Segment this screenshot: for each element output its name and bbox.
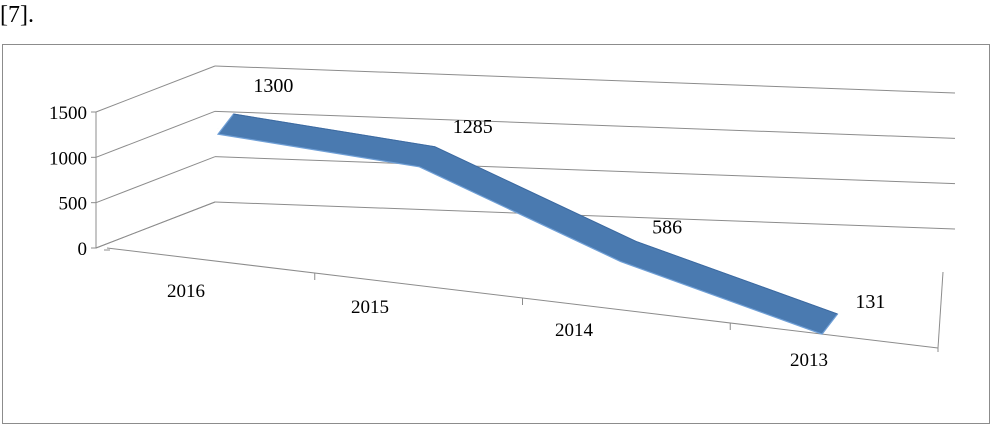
gridline bbox=[214, 65, 956, 94]
y-tick-label: 500 bbox=[59, 194, 88, 215]
y-tick-label: 1000 bbox=[49, 148, 87, 169]
x-tick-label: 2013 bbox=[790, 350, 828, 371]
gridline-side bbox=[95, 156, 216, 204]
floor-left-edge bbox=[95, 201, 216, 249]
x-tick-label: 2015 bbox=[351, 297, 389, 318]
data-labels: 1300 1285 586 131 bbox=[253, 75, 885, 313]
data-ribbon bbox=[216, 113, 839, 335]
series-ribbon bbox=[216, 113, 839, 335]
axes bbox=[91, 111, 944, 352]
y-tick-label: 1500 bbox=[49, 103, 87, 124]
y-tick-labels: 0 500 1000 1500 bbox=[49, 103, 87, 260]
gridline bbox=[214, 110, 956, 139]
gridline bbox=[214, 201, 956, 230]
reference-text: [7]. bbox=[0, 2, 34, 28]
gridline-side bbox=[95, 110, 216, 158]
gridlines bbox=[95, 65, 956, 249]
x-tick-label: 2016 bbox=[167, 281, 205, 302]
data-label: 131 bbox=[855, 291, 885, 313]
x-tick-label: 2014 bbox=[555, 320, 594, 341]
floor-right-edge bbox=[937, 271, 944, 349]
data-label: 1285 bbox=[453, 116, 493, 138]
x-tick-labels: 2016 2015 2014 2013 bbox=[167, 281, 828, 371]
chart-frame bbox=[2, 44, 990, 424]
data-label: 1300 bbox=[253, 75, 293, 97]
gridline-side bbox=[95, 65, 216, 113]
gridline bbox=[214, 156, 956, 185]
y-tick-label: 0 bbox=[78, 239, 88, 260]
data-label: 586 bbox=[652, 217, 682, 239]
series-line bbox=[233, 113, 838, 315]
